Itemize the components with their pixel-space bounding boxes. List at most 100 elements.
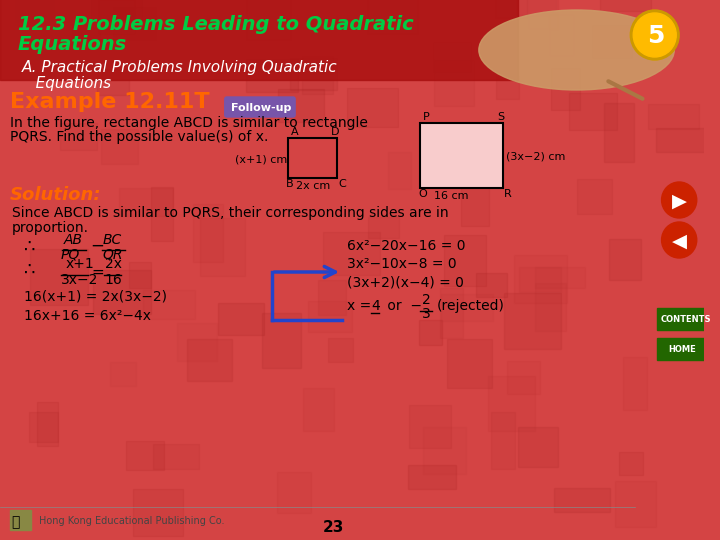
- Bar: [440, 288, 463, 338]
- Text: proportion.: proportion.: [12, 221, 89, 235]
- Bar: [623, 356, 647, 410]
- Bar: [433, 42, 470, 72]
- Text: In the figure, rectangle ABCD is similar to rectangle: In the figure, rectangle ABCD is similar…: [10, 116, 368, 130]
- Text: AB: AB: [63, 233, 83, 247]
- Text: 16(x+1) = 2x(3x−2): 16(x+1) = 2x(3x−2): [24, 289, 168, 303]
- Bar: [433, 60, 474, 106]
- Text: (rejected): (rejected): [437, 299, 505, 313]
- Text: 📖: 📖: [12, 515, 20, 529]
- Bar: [420, 123, 503, 188]
- Text: 3x−2: 3x−2: [60, 273, 98, 287]
- Bar: [462, 174, 489, 226]
- Bar: [516, 0, 556, 15]
- Bar: [246, 0, 291, 39]
- Bar: [94, 270, 150, 314]
- Bar: [600, 0, 651, 11]
- Bar: [318, 280, 346, 315]
- Bar: [29, 412, 58, 442]
- Bar: [133, 489, 183, 536]
- FancyBboxPatch shape: [225, 97, 295, 117]
- Bar: [323, 232, 379, 275]
- Bar: [657, 338, 703, 360]
- Text: B: B: [287, 179, 294, 189]
- Bar: [37, 402, 58, 446]
- Text: 3x²−10x−8 = 0: 3x²−10x−8 = 0: [347, 257, 456, 271]
- Text: Follow-up: Follow-up: [230, 103, 291, 113]
- Bar: [130, 262, 150, 288]
- Text: or  −: or −: [383, 299, 422, 313]
- Bar: [328, 338, 354, 362]
- Bar: [656, 127, 712, 152]
- Bar: [528, 0, 558, 29]
- Bar: [604, 103, 634, 162]
- Text: =: =: [91, 265, 104, 280]
- Bar: [615, 481, 656, 526]
- Bar: [648, 104, 698, 129]
- Bar: [410, 404, 451, 448]
- Text: 2x: 2x: [104, 257, 122, 271]
- Bar: [535, 284, 566, 331]
- Text: 23: 23: [323, 520, 344, 535]
- Bar: [423, 427, 466, 474]
- Text: 16 cm: 16 cm: [434, 191, 469, 201]
- Text: P: P: [423, 112, 430, 122]
- Text: x+1: x+1: [66, 257, 94, 271]
- Bar: [276, 472, 311, 514]
- Text: Example 12.11T: Example 12.11T: [10, 92, 210, 112]
- Text: 6x²−20x−16 = 0: 6x²−20x−16 = 0: [347, 239, 465, 253]
- Bar: [477, 273, 507, 298]
- Bar: [609, 239, 642, 280]
- Bar: [554, 488, 610, 512]
- Bar: [446, 339, 492, 388]
- Bar: [577, 179, 612, 214]
- Bar: [0, 0, 518, 80]
- Bar: [518, 427, 558, 467]
- Bar: [113, 6, 156, 40]
- Bar: [98, 0, 135, 35]
- Bar: [102, 129, 138, 164]
- Bar: [193, 205, 223, 262]
- Bar: [618, 452, 643, 475]
- Bar: [288, 138, 337, 178]
- Text: ▶: ▶: [672, 192, 688, 211]
- Bar: [261, 313, 301, 368]
- Bar: [592, 25, 631, 58]
- Bar: [110, 362, 135, 386]
- Bar: [488, 376, 535, 431]
- Bar: [200, 218, 246, 276]
- Text: D: D: [331, 127, 340, 137]
- Text: PQRS. Find the possible value(s) of x.: PQRS. Find the possible value(s) of x.: [10, 130, 268, 144]
- Text: S: S: [498, 112, 505, 122]
- Bar: [347, 88, 398, 127]
- Bar: [570, 93, 617, 130]
- Bar: [71, 24, 100, 45]
- Bar: [549, 14, 574, 56]
- Bar: [278, 89, 324, 122]
- Text: 2x cm: 2x cm: [296, 181, 330, 191]
- Bar: [302, 56, 333, 94]
- Text: (x+1) cm: (x+1) cm: [235, 154, 287, 164]
- Bar: [119, 188, 173, 217]
- Bar: [97, 69, 129, 94]
- Bar: [15, 0, 53, 22]
- Text: O: O: [418, 189, 427, 199]
- Text: QR: QR: [103, 248, 123, 262]
- Bar: [246, 59, 297, 92]
- Circle shape: [630, 10, 679, 60]
- Text: PQ: PQ: [60, 248, 80, 262]
- Bar: [441, 294, 492, 321]
- Ellipse shape: [479, 10, 675, 90]
- Text: −: −: [90, 237, 104, 255]
- Bar: [419, 320, 442, 345]
- Bar: [408, 465, 456, 489]
- Text: Hong Kong Educational Publishing Co.: Hong Kong Educational Publishing Co.: [39, 516, 225, 526]
- Circle shape: [634, 13, 676, 57]
- Text: (3x+2)(x−4) = 0: (3x+2)(x−4) = 0: [347, 275, 464, 289]
- Text: ∴: ∴: [24, 261, 36, 279]
- FancyArrowPatch shape: [608, 81, 642, 99]
- Bar: [368, 217, 400, 238]
- Bar: [495, 0, 527, 17]
- Bar: [519, 267, 561, 292]
- Text: Since ABCD is similar to PQRS, their corresponding sides are in: Since ABCD is similar to PQRS, their cor…: [12, 206, 449, 220]
- Text: C: C: [338, 179, 346, 189]
